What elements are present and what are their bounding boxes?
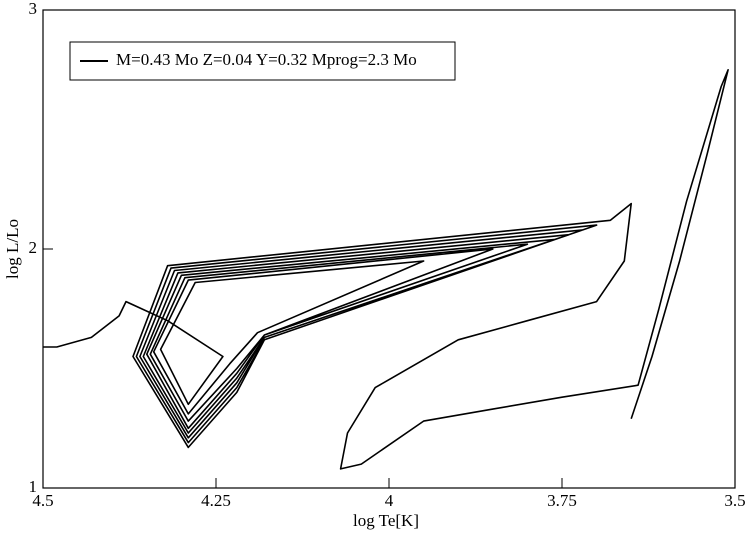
x-tick-label: 3.75 <box>547 491 577 510</box>
x-tick-label: 4.5 <box>32 491 53 510</box>
x-tick-label: 4 <box>385 491 394 510</box>
y-axis-label: log L/Lo <box>3 219 22 279</box>
x-tick-label: 3.5 <box>724 491 745 510</box>
x-axis-label: log Te[K] <box>353 511 419 530</box>
y-tick-label: 1 <box>29 477 38 496</box>
x-tick-label: 4.25 <box>201 491 231 510</box>
y-tick-label: 3 <box>29 0 38 18</box>
track-line <box>43 69 729 470</box>
legend-label: M=0.43 Mo Z=0.04 Y=0.32 Mprog=2.3 Mo <box>116 50 417 69</box>
legend-box <box>69 41 456 81</box>
y-tick-label: 2 <box>29 238 38 257</box>
